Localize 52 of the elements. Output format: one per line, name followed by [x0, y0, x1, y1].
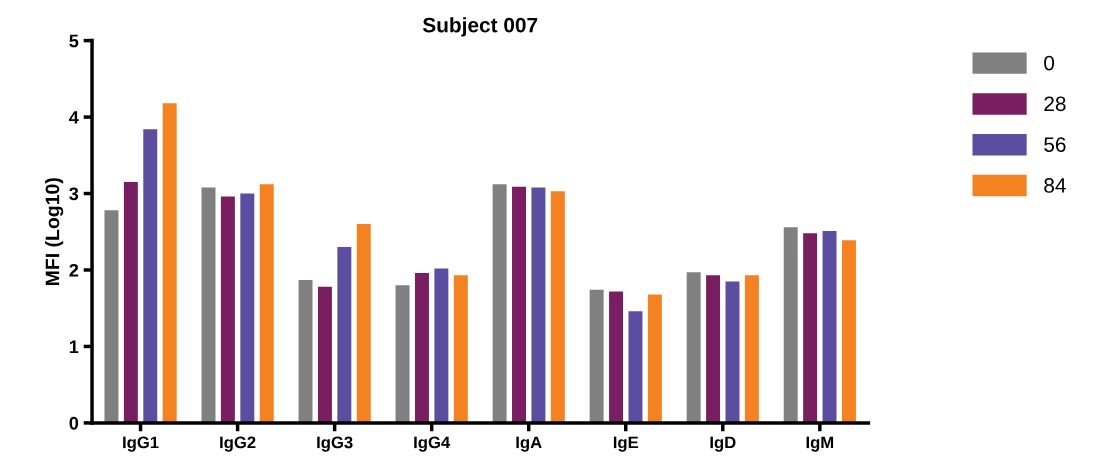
y-tick-label: 5	[69, 34, 79, 48]
bar	[259, 184, 274, 423]
bar	[356, 224, 371, 423]
bar	[686, 272, 701, 423]
bar	[220, 196, 235, 423]
bar	[453, 275, 468, 423]
x-tick-label: IgG4	[414, 436, 451, 452]
y-tick-label: 2	[69, 263, 79, 277]
bar	[589, 289, 604, 423]
bar	[822, 230, 837, 423]
bar	[628, 311, 643, 423]
bar	[647, 294, 662, 423]
y-tick-label: 1	[69, 340, 79, 353]
bar	[531, 187, 546, 423]
legend-label: 56	[1044, 137, 1066, 152]
bar	[744, 275, 759, 423]
x-tick-label: IgG3	[317, 436, 353, 452]
x-tick-label: IgA	[516, 436, 542, 452]
chart-title: Subject 007	[422, 17, 538, 37]
bar	[783, 227, 798, 423]
x-tick-label: IgG1	[123, 436, 159, 452]
x-tick-label: IgG2	[220, 436, 256, 452]
bar	[706, 275, 721, 423]
bar	[434, 268, 449, 423]
bar	[414, 273, 429, 423]
bar	[240, 193, 255, 423]
x-tick-label: IgM	[806, 436, 834, 452]
bar	[803, 233, 818, 423]
x-tick-label: IgE	[613, 436, 639, 452]
bar	[123, 182, 138, 423]
y-tick-label: 4	[69, 111, 79, 124]
bar	[725, 281, 740, 423]
legend-label: 0	[1044, 55, 1055, 71]
x-tick-label: IgD	[710, 436, 736, 452]
bar	[841, 240, 856, 423]
legend-label: 84	[1044, 178, 1066, 193]
bar	[550, 191, 565, 423]
bar	[512, 186, 526, 423]
bar	[337, 247, 352, 423]
bar	[395, 285, 410, 423]
y-axis-title: MFI (Log10)	[45, 178, 64, 285]
bar	[162, 103, 177, 423]
y-tick-label: 0	[69, 416, 79, 430]
legend-label: 28	[1044, 96, 1066, 112]
bar	[201, 187, 216, 423]
bar	[609, 291, 624, 423]
bar	[317, 286, 332, 423]
bar	[298, 279, 313, 423]
bar	[104, 210, 119, 423]
bar	[143, 129, 158, 423]
bar	[492, 184, 507, 423]
y-tick-label: 3	[69, 187, 79, 201]
